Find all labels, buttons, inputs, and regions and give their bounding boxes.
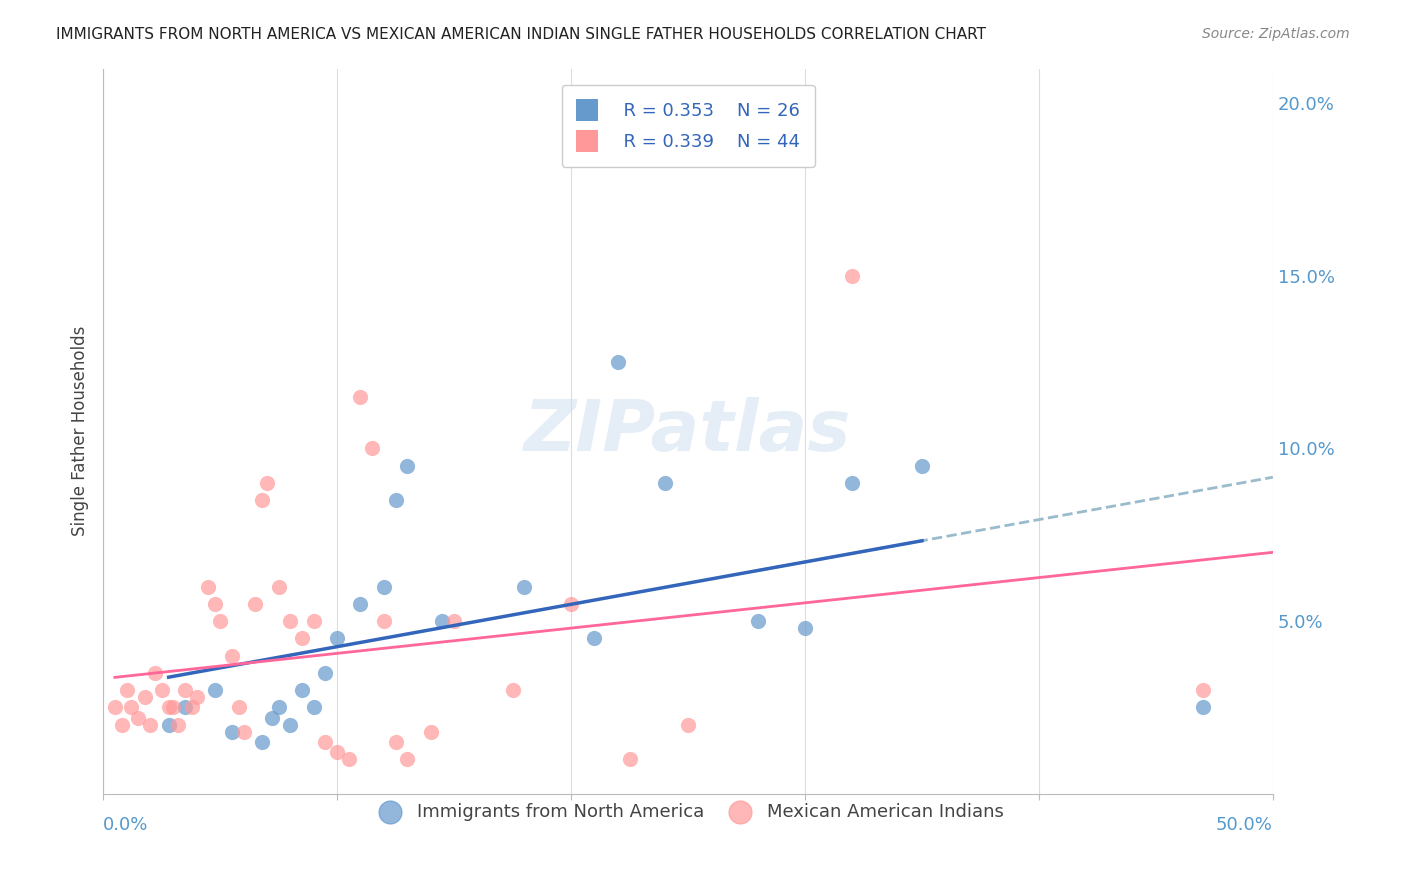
Point (326, 745, 349, 759)
Point (162, 700, 184, 714)
Point (619, 752, 641, 766)
Point (326, 632, 349, 646)
Point (115, 683, 138, 698)
Text: IMMIGRANTS FROM NORTH AMERICA VS MEXICAN AMERICAN INDIAN SINGLE FATHER HOUSEHOLD: IMMIGRANTS FROM NORTH AMERICA VS MEXICAN… (56, 27, 986, 42)
Point (278, 614, 301, 628)
Point (250, 493, 273, 508)
Point (911, 458, 934, 473)
Point (167, 717, 190, 731)
Point (606, 355, 628, 369)
Point (432, 614, 454, 628)
Point (256, 475, 278, 490)
Point (361, 442, 384, 456)
Point (204, 597, 226, 611)
Point (267, 580, 290, 594)
Point (150, 683, 173, 698)
Point (209, 614, 232, 628)
Point (157, 717, 180, 731)
Point (120, 700, 142, 714)
Legend: Immigrants from North America, Mexican American Indians: Immigrants from North America, Mexican A… (364, 796, 1011, 829)
Point (278, 717, 301, 731)
Point (337, 752, 360, 766)
Point (373, 614, 395, 628)
Point (221, 648, 243, 663)
Point (181, 700, 204, 714)
Point (396, 458, 419, 473)
Point (841, 475, 863, 490)
Point (134, 690, 156, 704)
Point (143, 665, 166, 680)
Point (396, 752, 419, 766)
Point (267, 700, 290, 714)
Point (513, 580, 536, 594)
Point (349, 597, 371, 611)
Point (228, 700, 250, 714)
Point (373, 580, 395, 594)
Point (260, 711, 283, 725)
Point (139, 717, 162, 731)
Point (384, 493, 406, 508)
Point (127, 711, 149, 725)
Point (314, 665, 336, 680)
Point (314, 735, 336, 749)
Point (111, 717, 134, 731)
Point (291, 683, 314, 698)
Point (583, 632, 606, 646)
Point (349, 390, 371, 404)
Point (560, 597, 582, 611)
Point (654, 475, 676, 490)
Point (250, 735, 273, 749)
Point (197, 580, 219, 594)
Point (302, 614, 325, 628)
Point (174, 700, 197, 714)
Text: 50.0%: 50.0% (1216, 815, 1272, 833)
Point (443, 614, 465, 628)
Point (157, 700, 180, 714)
Point (204, 683, 226, 698)
Point (676, 717, 699, 731)
Text: ZIPatlas: ZIPatlas (524, 397, 852, 466)
Y-axis label: Single Father Households: Single Father Households (72, 326, 89, 536)
Point (104, 700, 127, 714)
Text: 0.0%: 0.0% (103, 815, 149, 833)
Point (232, 724, 254, 739)
Point (841, 268, 863, 283)
Point (794, 621, 817, 635)
Point (291, 632, 314, 646)
Point (1191, 700, 1213, 714)
Point (384, 735, 406, 749)
Text: Source: ZipAtlas.com: Source: ZipAtlas.com (1202, 27, 1350, 41)
Point (747, 614, 769, 628)
Point (221, 724, 243, 739)
Point (245, 597, 267, 611)
Point (419, 724, 441, 739)
Point (302, 700, 325, 714)
Point (502, 683, 524, 698)
Point (174, 683, 197, 698)
Point (1191, 683, 1213, 698)
Point (186, 690, 208, 704)
